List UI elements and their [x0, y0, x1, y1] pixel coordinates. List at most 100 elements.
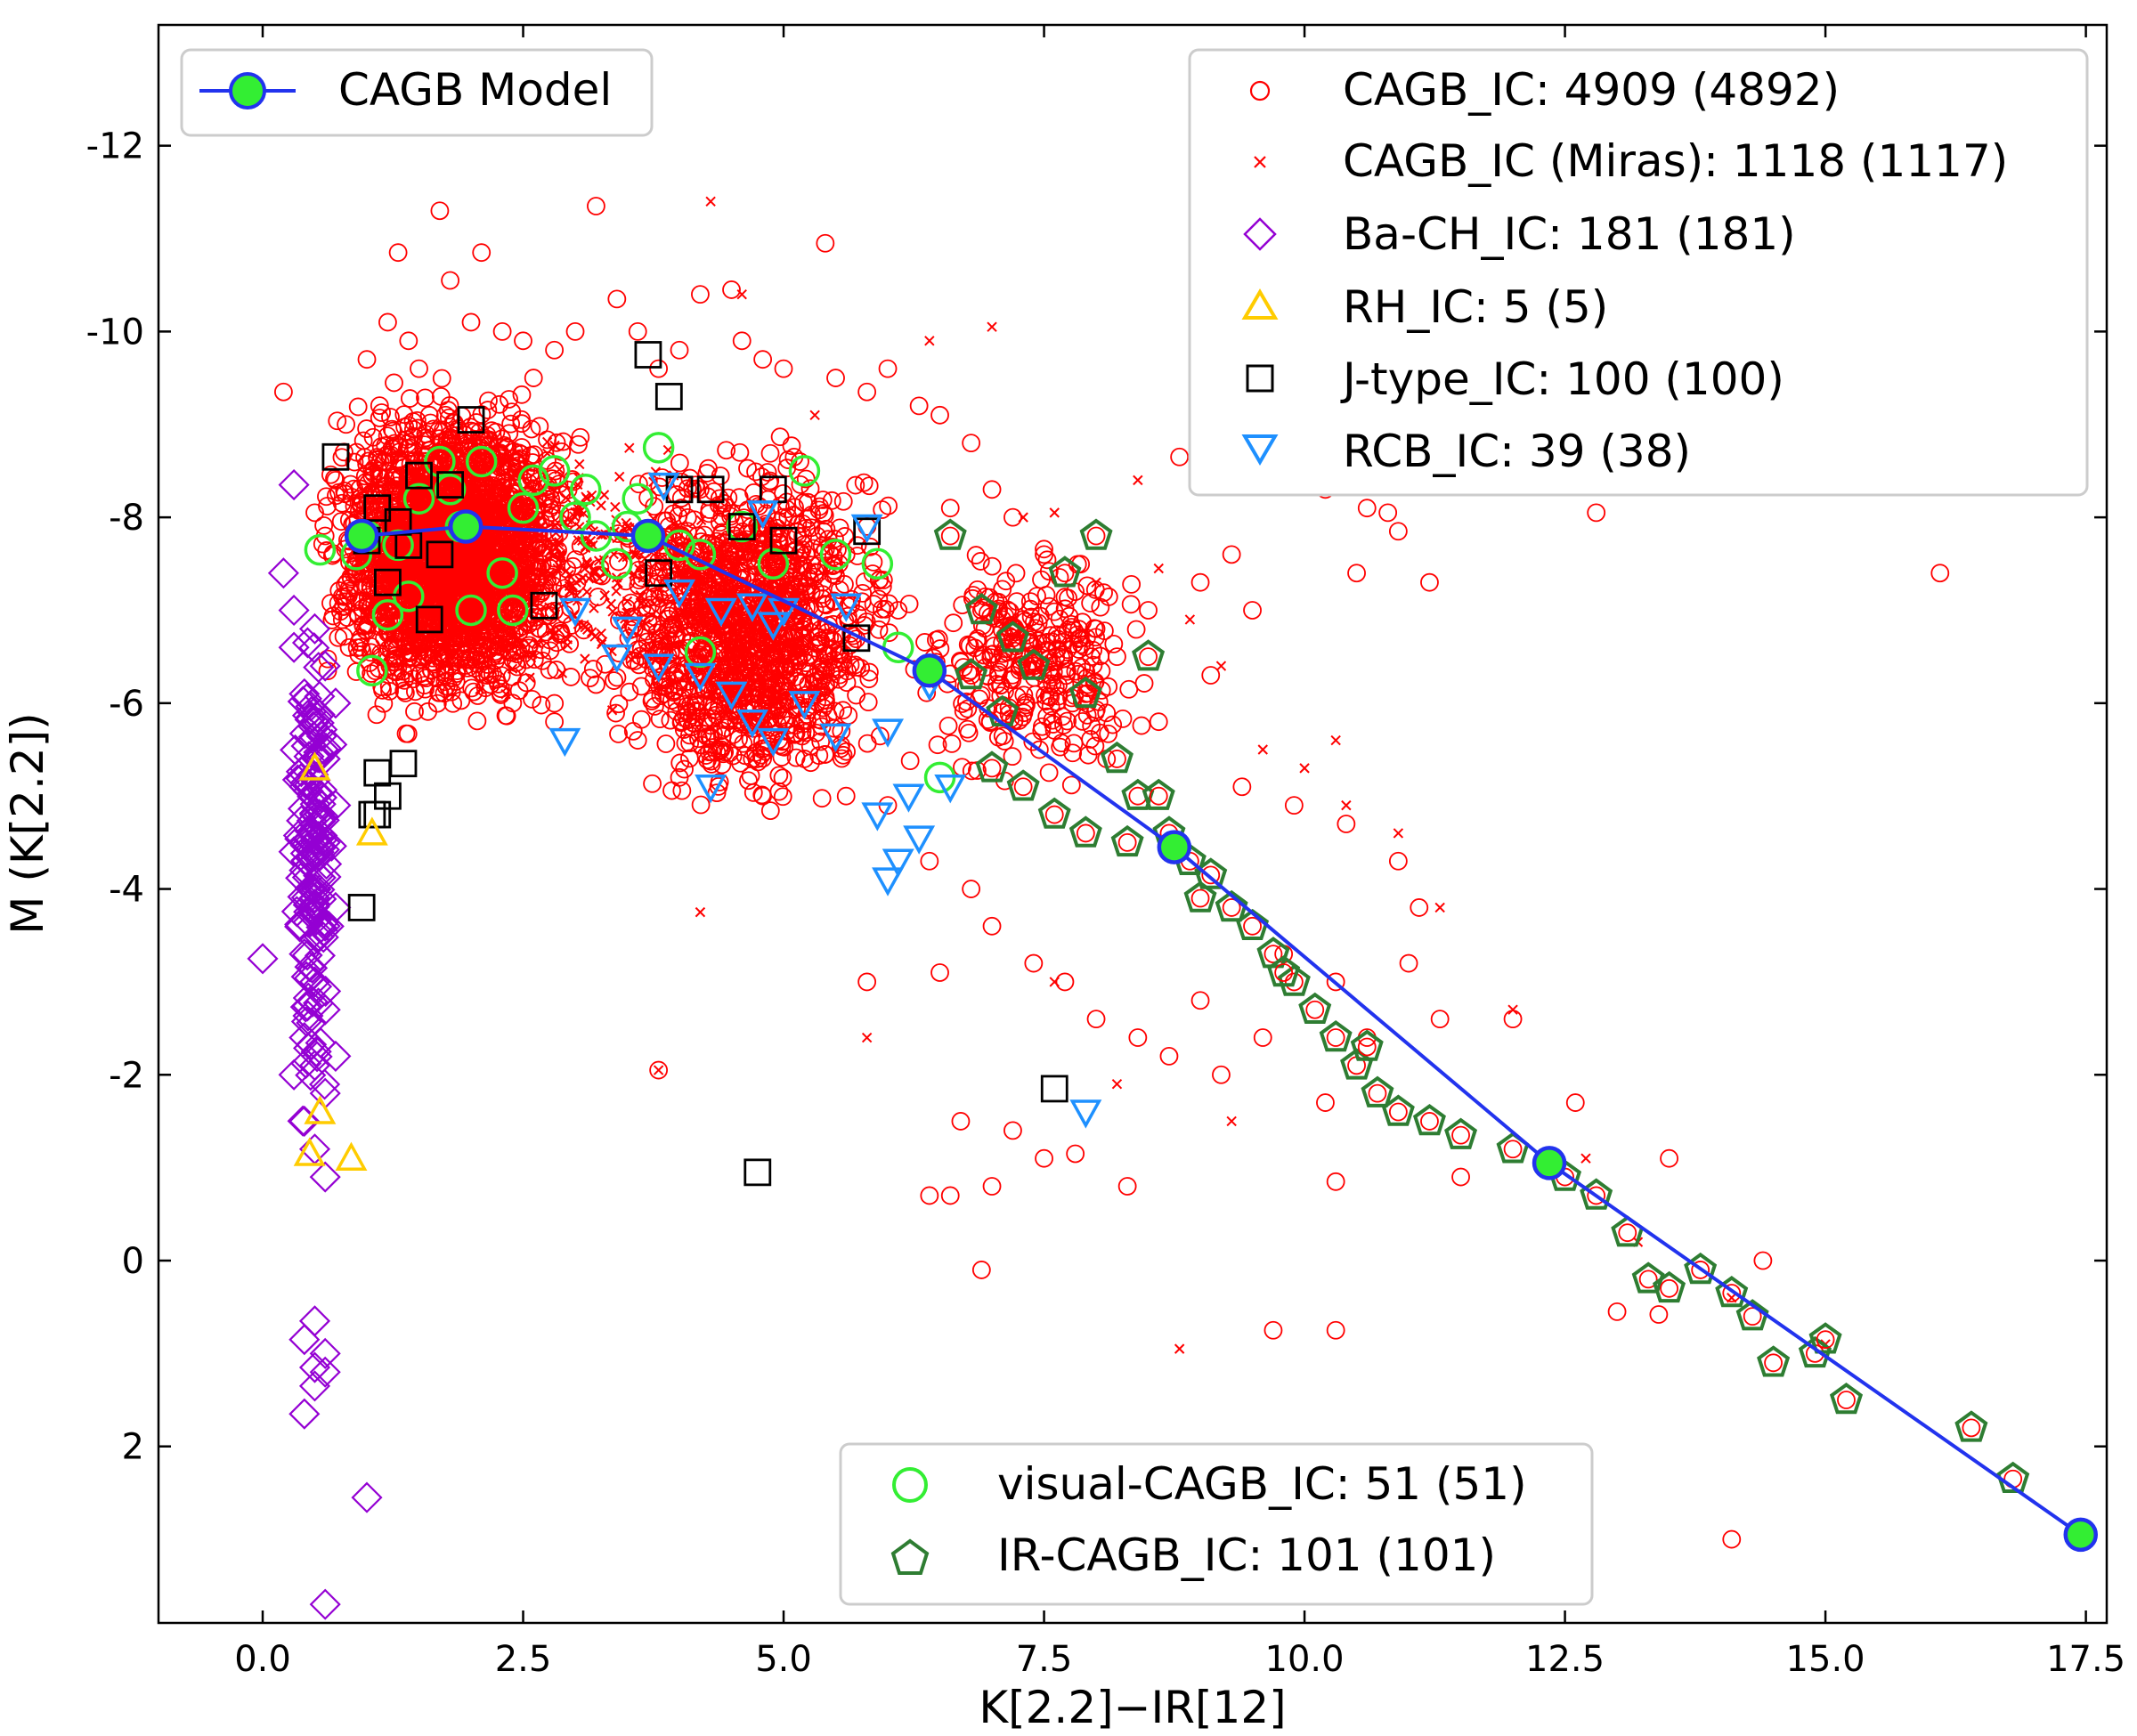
- cagb-point: [679, 726, 699, 745]
- cagb-point: [1108, 750, 1126, 768]
- cagb-point: [1037, 674, 1057, 693]
- cagb-point: [760, 801, 780, 820]
- cagb-point: [785, 725, 805, 744]
- cagb-point: [811, 631, 830, 651]
- cagb-point: [1026, 619, 1045, 638]
- cagb-point: [982, 916, 1002, 936]
- cagb-point: [630, 571, 649, 590]
- cagb-point: [711, 740, 731, 759]
- cagb-point: [899, 594, 919, 613]
- mira-point: [565, 579, 576, 590]
- cagb-point: [982, 480, 1002, 499]
- bach-point: [278, 631, 310, 663]
- cagb-point: [846, 475, 865, 495]
- cagb-point: [370, 396, 389, 415]
- cagb-point: [400, 389, 419, 408]
- visual-cagb-point: [861, 548, 894, 580]
- mira-point: [605, 598, 616, 610]
- cagb-point: [348, 397, 368, 417]
- cagb-point: [751, 659, 770, 678]
- mira-point: [581, 587, 592, 597]
- cagb-point: [753, 350, 773, 369]
- cagb-point: [1128, 1028, 1148, 1047]
- mira-point: [610, 501, 621, 513]
- cagb-point: [492, 679, 510, 699]
- cagb-point: [474, 612, 492, 632]
- mira-point: [607, 606, 618, 617]
- cagb-point: [1039, 763, 1059, 783]
- cagb-point: [1190, 572, 1210, 592]
- cagb-point: [1649, 1305, 1669, 1324]
- cagb-point: [662, 691, 681, 710]
- cagb-point: [717, 441, 736, 460]
- cagb-point: [1399, 953, 1418, 973]
- cagb-point: [920, 1186, 939, 1205]
- ir-cagb-point: [1319, 1020, 1353, 1052]
- cagb-point: [405, 702, 424, 721]
- cagb-point: [460, 629, 479, 649]
- cagb-point: [362, 643, 380, 662]
- cagb-point: [815, 506, 834, 525]
- cagb-point: [1035, 545, 1053, 564]
- mira-point: [736, 288, 747, 300]
- mira-point: [577, 572, 589, 584]
- mira-point: [554, 553, 565, 564]
- cagb-point: [848, 536, 867, 556]
- bach-point: [291, 939, 323, 971]
- cagb-point: [569, 434, 588, 454]
- mira-point: [472, 630, 483, 642]
- cagb-point: [607, 289, 627, 309]
- mira-point: [649, 593, 661, 604]
- mira-point: [500, 543, 511, 554]
- cagb-point: [795, 750, 814, 768]
- cagb-point: [378, 623, 397, 643]
- mira-point: [557, 668, 568, 678]
- cagb-point: [809, 746, 829, 766]
- cagb-point: [1084, 655, 1103, 675]
- bach-point: [288, 1105, 321, 1138]
- cagb-point: [376, 609, 394, 629]
- cagb-point: [645, 497, 664, 516]
- mira-point: [551, 542, 562, 554]
- mira-point: [581, 556, 592, 568]
- cagb-point: [982, 556, 1002, 576]
- mira-point: [468, 556, 480, 568]
- bach-point: [288, 1398, 321, 1430]
- cagb-point: [1284, 972, 1304, 992]
- cagb-point: [1014, 685, 1034, 705]
- cagb-point: [1099, 724, 1118, 743]
- cagb-point: [430, 201, 450, 221]
- cagb-point: [670, 753, 690, 773]
- mira-point: [493, 530, 505, 540]
- cagb-point: [975, 619, 995, 638]
- cagb-point: [760, 687, 780, 707]
- ir-cagb-point: [1361, 1075, 1394, 1107]
- cagb-point: [1117, 1177, 1137, 1196]
- cagb-point: [352, 591, 371, 611]
- mira-point: [511, 540, 523, 551]
- cagb-point: [1113, 709, 1133, 728]
- cagb-point: [394, 681, 414, 701]
- mira-point: [594, 572, 605, 584]
- mira-point: [581, 491, 591, 502]
- cagb-point: [439, 460, 459, 480]
- cagb-point: [1264, 1320, 1283, 1340]
- cagb-point: [1253, 1028, 1272, 1047]
- mira-point: [515, 637, 525, 647]
- mira-point: [1434, 902, 1445, 913]
- cagb-point: [837, 742, 856, 761]
- cagb-point: [900, 751, 920, 771]
- cagb-point: [1041, 696, 1060, 716]
- cagb-point: [787, 698, 807, 718]
- cagb-point: [857, 382, 877, 402]
- cagb-point: [1042, 653, 1061, 672]
- cagb-point: [747, 673, 767, 693]
- cagb-point: [1201, 666, 1221, 685]
- cagb-point: [1264, 945, 1283, 964]
- cagb-point: [1055, 972, 1075, 992]
- visual-cagb-point: [393, 580, 425, 612]
- cagb-point: [722, 280, 741, 299]
- cagb-point: [871, 608, 890, 628]
- cagb-point: [704, 696, 724, 716]
- bach-point: [311, 848, 343, 880]
